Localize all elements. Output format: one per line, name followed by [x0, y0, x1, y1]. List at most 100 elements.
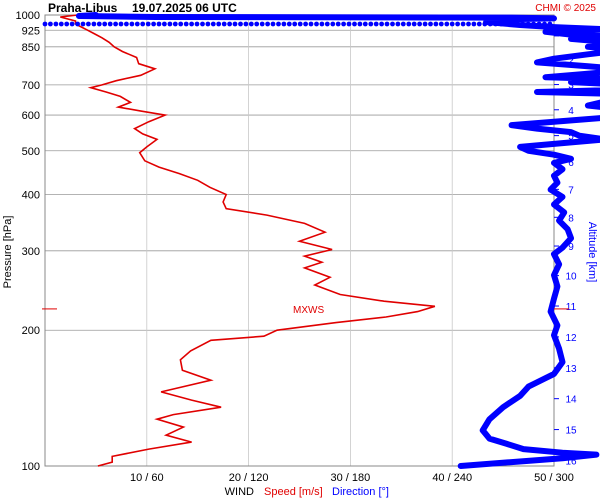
direction-point: [91, 21, 97, 27]
direction-point: [438, 21, 444, 27]
direction-point: [373, 21, 379, 27]
direction-point: [205, 21, 211, 27]
altitude-tick-label: 7: [568, 185, 574, 196]
pressure-tick-label: 1000: [16, 10, 40, 22]
wind-tick-label: 10 / 60: [130, 472, 164, 484]
pressure-tick-label: 500: [22, 146, 40, 158]
direction-point: [428, 21, 433, 27]
altitude-tick-label: 10: [565, 272, 577, 283]
direction-point: [64, 21, 70, 27]
direction-point: [346, 21, 352, 27]
wind-axis: 10 / 60 20 / 120 30 / 180 40 / 240 50 / 300: [130, 472, 574, 484]
direction-point: [216, 21, 222, 27]
direction-point: [449, 21, 455, 27]
direction-point: [129, 21, 135, 27]
direction-point: [178, 21, 184, 27]
altitude-tick-label: 2: [568, 56, 574, 67]
direction-point: [319, 21, 325, 27]
direction-point: [238, 21, 243, 27]
direction-point: [411, 21, 417, 27]
wind-label: WIND: [225, 486, 254, 498]
mxws-label: MXWS: [293, 305, 324, 316]
direction-point: [357, 21, 363, 27]
altitude-tick-label: 16: [565, 456, 577, 467]
direction-point: [80, 21, 86, 27]
wind-tick-label: 30 / 180: [331, 472, 371, 484]
credit-label: CHMI © 2025: [535, 3, 596, 14]
direction-point: [384, 21, 390, 27]
direction-point: [379, 21, 384, 27]
direction-point: [390, 21, 395, 27]
direction-point: [53, 21, 59, 27]
direction-point: [265, 21, 270, 27]
altitude-tick-label: 3: [568, 81, 574, 92]
direction-point: [352, 21, 357, 27]
direction-point: [482, 21, 488, 27]
direction-point: [303, 21, 308, 27]
station-name: Praha-Libus: [48, 1, 118, 15]
direction-point: [460, 21, 466, 27]
altitude-tick-label: 5: [568, 132, 574, 143]
wind-tick-label: 40 / 240: [432, 472, 472, 484]
direction-point: [167, 21, 173, 27]
direction-point: [515, 21, 520, 27]
direction-point: [276, 21, 281, 27]
direction-point: [471, 21, 477, 27]
sounding-datetime: 19.07.2025 06 UTC: [132, 1, 237, 15]
altitude-tick-label: 12: [565, 333, 577, 344]
pressure-tick-label: 850: [22, 42, 40, 54]
direction-point: [542, 21, 547, 27]
direction-point: [536, 21, 542, 27]
direction-point: [162, 21, 167, 27]
direction-point: [232, 21, 238, 27]
altitude-axis-title: Altitude [km]: [586, 222, 598, 283]
direction-point: [42, 21, 48, 27]
speed-series-line: [60, 14, 436, 467]
pressure-tick-label: 200: [22, 325, 40, 337]
direction-series-line: [75, 12, 600, 469]
direction-point: [308, 21, 314, 27]
direction-point: [297, 21, 303, 27]
direction-point: [243, 21, 249, 27]
direction-point: [455, 21, 460, 27]
direction-point: [124, 21, 129, 27]
direction-point: [498, 21, 504, 27]
direction-point: [417, 21, 422, 27]
direction-point: [227, 21, 233, 27]
direction-point: [324, 21, 330, 27]
direction-point: [466, 21, 471, 27]
direction-point: [270, 21, 276, 27]
altitude-tick-label: 9: [568, 242, 574, 253]
direction-point: [58, 21, 64, 27]
direction-point: [210, 21, 216, 27]
direction-point: [118, 21, 124, 27]
direction-point: [493, 21, 498, 27]
direction-point: [156, 21, 162, 27]
wind-tick-label: 50 / 300: [534, 472, 574, 484]
direction-point: [183, 21, 189, 27]
wind-tick-label: 20 / 120: [229, 472, 269, 484]
direction-point: [75, 21, 80, 27]
direction-point: [145, 21, 151, 27]
direction-point: [69, 21, 75, 27]
direction-point: [113, 21, 118, 27]
pressure-tick-label: 700: [22, 80, 40, 92]
direction-point: [140, 21, 146, 27]
altitude-tick-label: 4: [568, 106, 574, 117]
direction-point: [504, 21, 509, 27]
direction-point: [172, 21, 178, 27]
direction-point: [151, 21, 157, 27]
altitude-tick-label: 11: [566, 302, 577, 313]
altitude-tick-label: 14: [565, 395, 577, 406]
altitude-tick-label: 13: [565, 364, 577, 375]
direction-point: [189, 21, 195, 27]
direction-point: [200, 21, 205, 27]
direction-point: [286, 21, 292, 27]
direction-point: [194, 21, 200, 27]
direction-point: [433, 21, 439, 27]
direction-point: [221, 21, 227, 27]
direction-point: [314, 21, 319, 27]
direction-point: [531, 21, 536, 27]
direction-point: [368, 21, 374, 27]
direction-point: [254, 21, 260, 27]
